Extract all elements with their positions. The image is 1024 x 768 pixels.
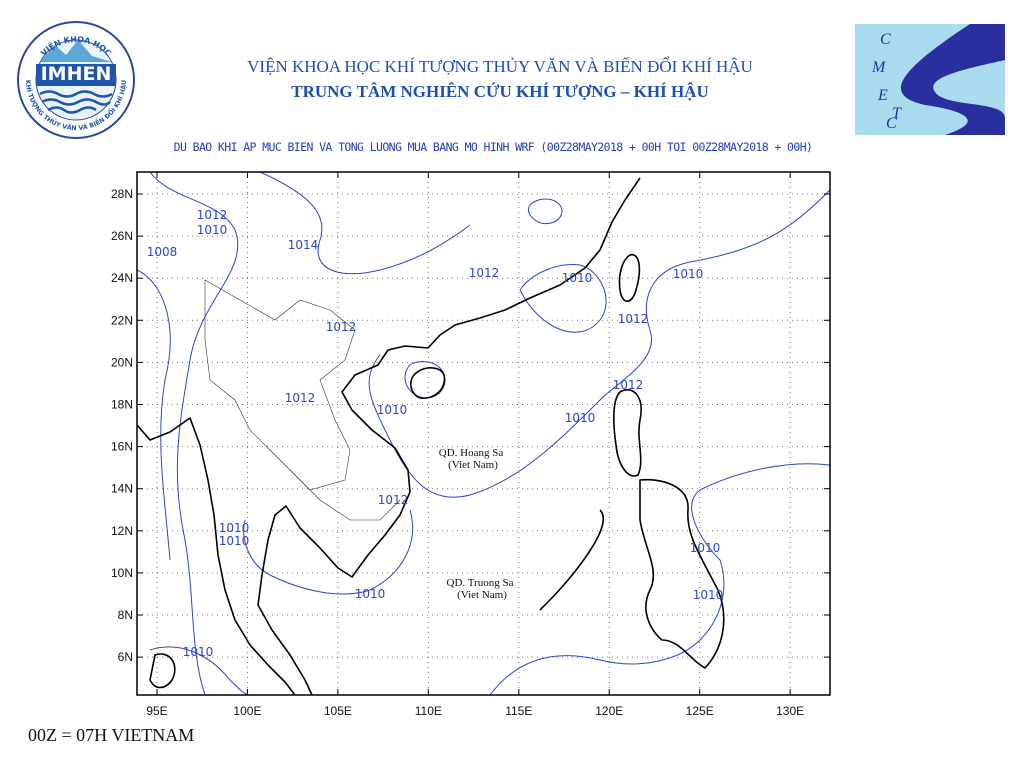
lat-label: 6N — [118, 650, 133, 664]
logo-letter: T — [892, 105, 902, 122]
isobar-label: 1012 — [285, 391, 316, 405]
lon-label: 130E — [776, 704, 804, 718]
lon-label: 115E — [505, 704, 532, 718]
lat-label: 16N — [111, 440, 133, 454]
lat-label: 10N — [111, 566, 133, 580]
lon-label: 110E — [415, 704, 442, 718]
logo-letter: M — [871, 59, 887, 76]
isobar-label: 1010 — [673, 267, 704, 281]
lat-label: 20N — [111, 355, 133, 369]
isobar-label: 1010 — [565, 411, 596, 425]
lat-label: 18N — [111, 398, 133, 412]
lon-label: 105E — [324, 704, 352, 718]
isobar-label: 1010 — [562, 271, 593, 285]
lat-label: 26N — [111, 229, 133, 243]
lon-label: 95E — [146, 704, 167, 718]
map: 28N 26N 24N 22N 20N 18N 16N 14N 12N 10N 8N 6N 95E 100… — [111, 171, 831, 718]
logo-name: IMHEN — [41, 63, 112, 85]
isobar-label: 1012 — [618, 312, 649, 326]
lon-label: 120E — [595, 704, 623, 718]
lat-label: 8N — [118, 608, 133, 622]
logo-left: VIỆN KHOA HỌC IMHEN KHÍ TƯỢNG THỦY VĂN V… — [17, 21, 135, 139]
lon-label: 100E — [233, 704, 261, 718]
borders — [204, 279, 401, 521]
coastline — [137, 177, 725, 695]
logo-letter: C — [886, 115, 897, 132]
isobar-label: 1010 — [693, 588, 724, 602]
place-note: (Viet Nam) — [448, 459, 498, 471]
lat-label: 28N — [111, 187, 133, 201]
lat-label: 14N — [111, 482, 133, 496]
isobar-label: 1010 — [219, 534, 250, 548]
isobar-label: 1014 — [288, 238, 319, 252]
isobar-label: 1012 — [469, 266, 500, 280]
isobar-label: 1010 — [377, 403, 408, 417]
logo-letter: C — [880, 31, 891, 48]
place-name: QD. Truong Sa — [447, 577, 514, 589]
isobar-label: 1012 — [378, 493, 409, 507]
isobar-label: 1010 — [183, 645, 214, 659]
center-title: TRUNG TÂM NGHIÊN CỨU KHÍ TƯỢNG – KHÍ HẬU — [291, 82, 708, 101]
lon-label: 125E — [686, 704, 714, 718]
place-note: (Viet Nam) — [457, 589, 507, 601]
subtitle: DU BAO KHI AP MUC BIEN VA TONG LUONG MUA… — [174, 140, 813, 154]
place-name: QD. Hoang Sa — [439, 447, 504, 459]
isobar-label: 1012 — [613, 378, 644, 392]
institute-title: VIỆN KHOA HỌC KHÍ TƯỢNG THỦY VĂN VÀ BIẾN… — [247, 56, 753, 76]
isobar-label: 1010 — [355, 587, 386, 601]
footer-note: 00Z = 07H VIETNAM — [28, 725, 194, 745]
isobar-label: 1010 — [690, 541, 721, 555]
isobar-label: 1012 — [326, 320, 357, 334]
isobar-label: 1012 — [197, 208, 228, 222]
lat-label: 24N — [111, 271, 133, 285]
logo-letter: E — [877, 87, 888, 104]
isobar-label: 1010 — [219, 521, 250, 535]
isobar-label: 1010 — [197, 223, 228, 237]
lat-label: 12N — [111, 524, 133, 538]
isobar-label: 1008 — [147, 245, 178, 259]
lat-label: 22N — [111, 313, 133, 327]
